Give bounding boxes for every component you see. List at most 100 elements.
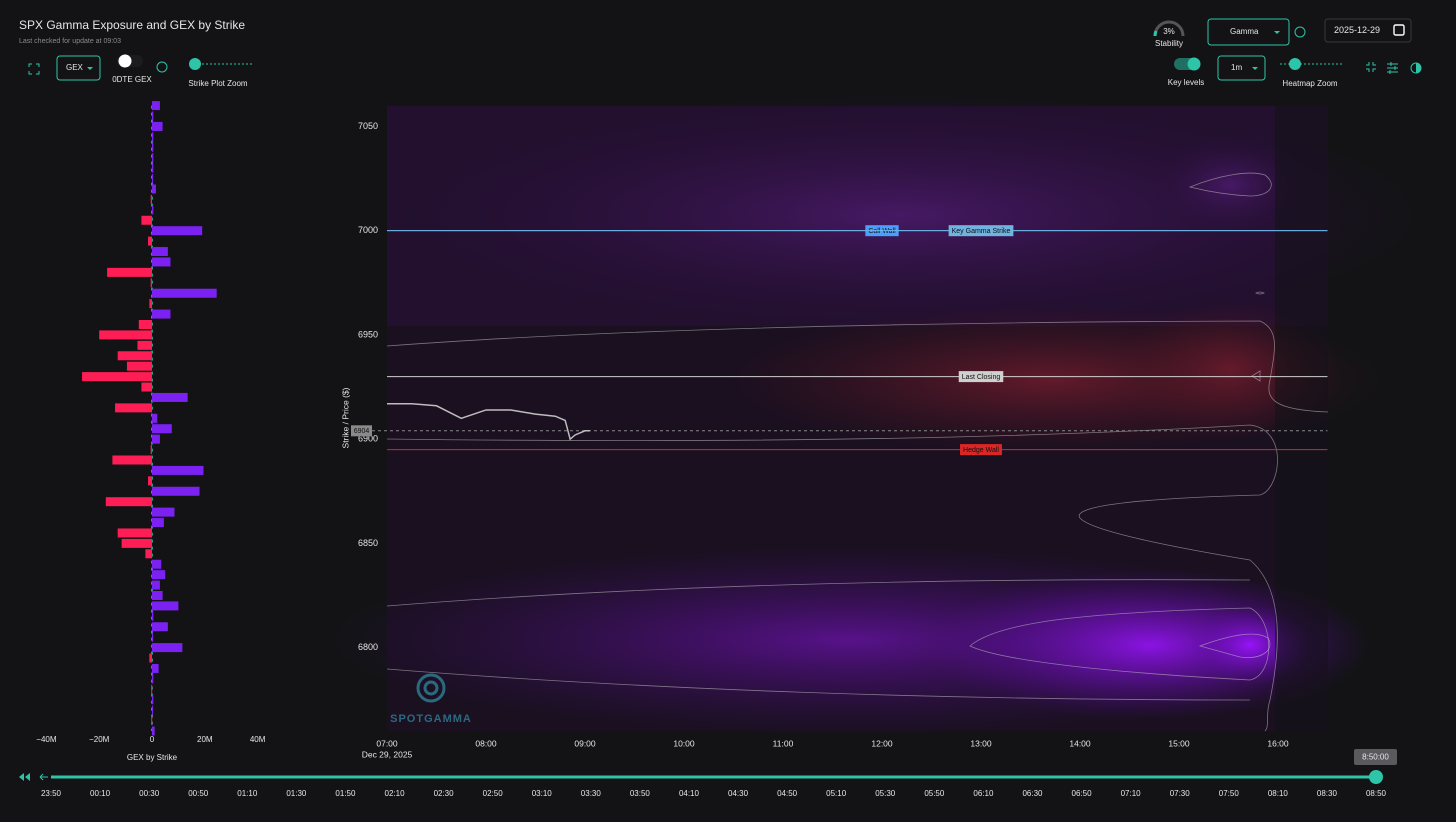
gex-bar — [152, 726, 155, 736]
timeline-label: 06:10 — [973, 789, 994, 798]
gex-bar — [126, 361, 152, 371]
gex-bar — [152, 695, 154, 705]
x-tick-label: 40M — [250, 735, 266, 744]
timeline-label: 23:50 — [41, 789, 62, 798]
gex-bar — [141, 215, 152, 225]
gex-bar — [152, 174, 153, 184]
gex-bar — [152, 101, 160, 111]
gex-bar — [152, 611, 154, 621]
gex-bar — [121, 538, 152, 548]
x-tick-label: 20M — [197, 735, 213, 744]
gex-bar — [82, 372, 152, 382]
gex-bar — [152, 184, 156, 194]
stability-value: 3% — [1163, 27, 1175, 36]
contours — [386, 172, 1329, 732]
strike-zoom-label: Strike Plot Zoom — [188, 79, 247, 88]
gex-bar — [112, 455, 152, 465]
timeline-label: 02:10 — [385, 789, 406, 798]
caret — [1252, 67, 1258, 70]
gex-bar — [152, 288, 217, 298]
x-tick-label: −20M — [89, 735, 110, 744]
gex-bar — [117, 528, 152, 538]
rewind-icon[interactable] — [19, 773, 30, 781]
y-axis-label: Strike / Price ($) — [340, 387, 350, 448]
timeline-label: 04:50 — [777, 789, 798, 798]
gex-bar — [150, 278, 152, 288]
subtitle: Last checked for update at 09:03 — [19, 38, 121, 45]
settings-icon[interactable] — [1387, 62, 1398, 74]
x-tick-label: 13:00 — [970, 738, 992, 748]
gex-bar — [145, 549, 152, 559]
timeline-label: 02:30 — [434, 789, 455, 798]
gex-bar — [115, 403, 152, 413]
timeline-label: 00:10 — [90, 789, 111, 798]
timeline-label: 02:50 — [483, 789, 504, 798]
gex-bar — [152, 111, 154, 121]
timeline-label: 04:10 — [679, 789, 700, 798]
info-icon[interactable] — [1294, 26, 1306, 38]
collapse-icon[interactable] — [1366, 62, 1376, 72]
x-tick-label: 16:00 — [1267, 738, 1289, 748]
caret — [1274, 31, 1280, 34]
toggle-knob — [118, 54, 132, 68]
gex-bar — [99, 330, 152, 340]
timeline-label: 06:30 — [1022, 789, 1043, 798]
stability-label: Stability — [1155, 39, 1183, 48]
slider-knob[interactable] — [189, 58, 201, 70]
interval-select[interactable] — [1217, 55, 1266, 81]
mode-select[interactable] — [1207, 18, 1290, 46]
y-tick-label: 6950 — [358, 329, 378, 339]
timeline-value: 8:50:00 — [1362, 753, 1389, 762]
gex-bar — [117, 351, 152, 361]
x-tick-label: −40M — [36, 735, 57, 744]
timeline-knob[interactable] — [1369, 770, 1383, 784]
gex-bar — [152, 518, 164, 528]
key-level-label: Key Gamma Strike — [952, 228, 1011, 235]
date-value: 2025-12-29 — [1334, 25, 1380, 35]
expand-icon[interactable] — [28, 63, 40, 75]
x-tick-label: 14:00 — [1069, 738, 1091, 748]
slider-knob[interactable] — [1289, 58, 1301, 70]
gex-bar — [148, 476, 152, 486]
x-tick-label: 09:00 — [574, 738, 596, 748]
x-tick-label: 15:00 — [1168, 738, 1190, 748]
timeline-label: 08:10 — [1268, 789, 1289, 798]
y-tick-label: 6800 — [358, 642, 378, 652]
y-tick-label: 7050 — [358, 121, 378, 131]
dynamic-layer: −40M −20M 0 20M 40M GEX by Strike 6800 6850 6900… — [36, 101, 1387, 798]
gex-bar — [152, 424, 172, 434]
gex-bar — [141, 382, 152, 392]
gex-select[interactable] — [56, 55, 101, 81]
gex-bar — [107, 267, 152, 277]
timeline-label: 03:30 — [581, 789, 602, 798]
gex-bar — [152, 486, 200, 496]
calendar-icon[interactable] — [1393, 24, 1405, 36]
gex-bar — [152, 226, 203, 236]
timeline-label: 05:30 — [875, 789, 896, 798]
timeline-label: 08:50 — [1366, 789, 1387, 798]
timeline-label: 00:50 — [188, 789, 209, 798]
key-level-label: Hedge Wall — [963, 447, 999, 454]
stability-gauge — [1153, 20, 1185, 37]
gex-bar — [152, 705, 153, 715]
price-line — [387, 402, 590, 441]
gex-bar — [152, 601, 179, 611]
gex-bar — [152, 153, 154, 163]
timeline-tooltip — [1354, 749, 1397, 765]
gex-bar — [152, 205, 154, 215]
gex-bar — [152, 142, 154, 152]
info-icon[interactable] — [156, 61, 168, 73]
date-picker[interactable] — [1324, 18, 1412, 43]
gex-bar — [152, 674, 154, 684]
timeline-label: 00:30 — [139, 789, 160, 798]
x-tick-label: 07:00 — [376, 738, 398, 748]
x-tick-label: 0 — [150, 735, 155, 744]
x-tick-label: 08:00 — [475, 738, 497, 748]
gex-bar — [152, 163, 154, 173]
gex-bar — [151, 684, 153, 694]
back-icon[interactable] — [39, 773, 48, 781]
timeline-label: 01:50 — [335, 789, 356, 798]
x-tick-label: 12:00 — [871, 738, 893, 748]
